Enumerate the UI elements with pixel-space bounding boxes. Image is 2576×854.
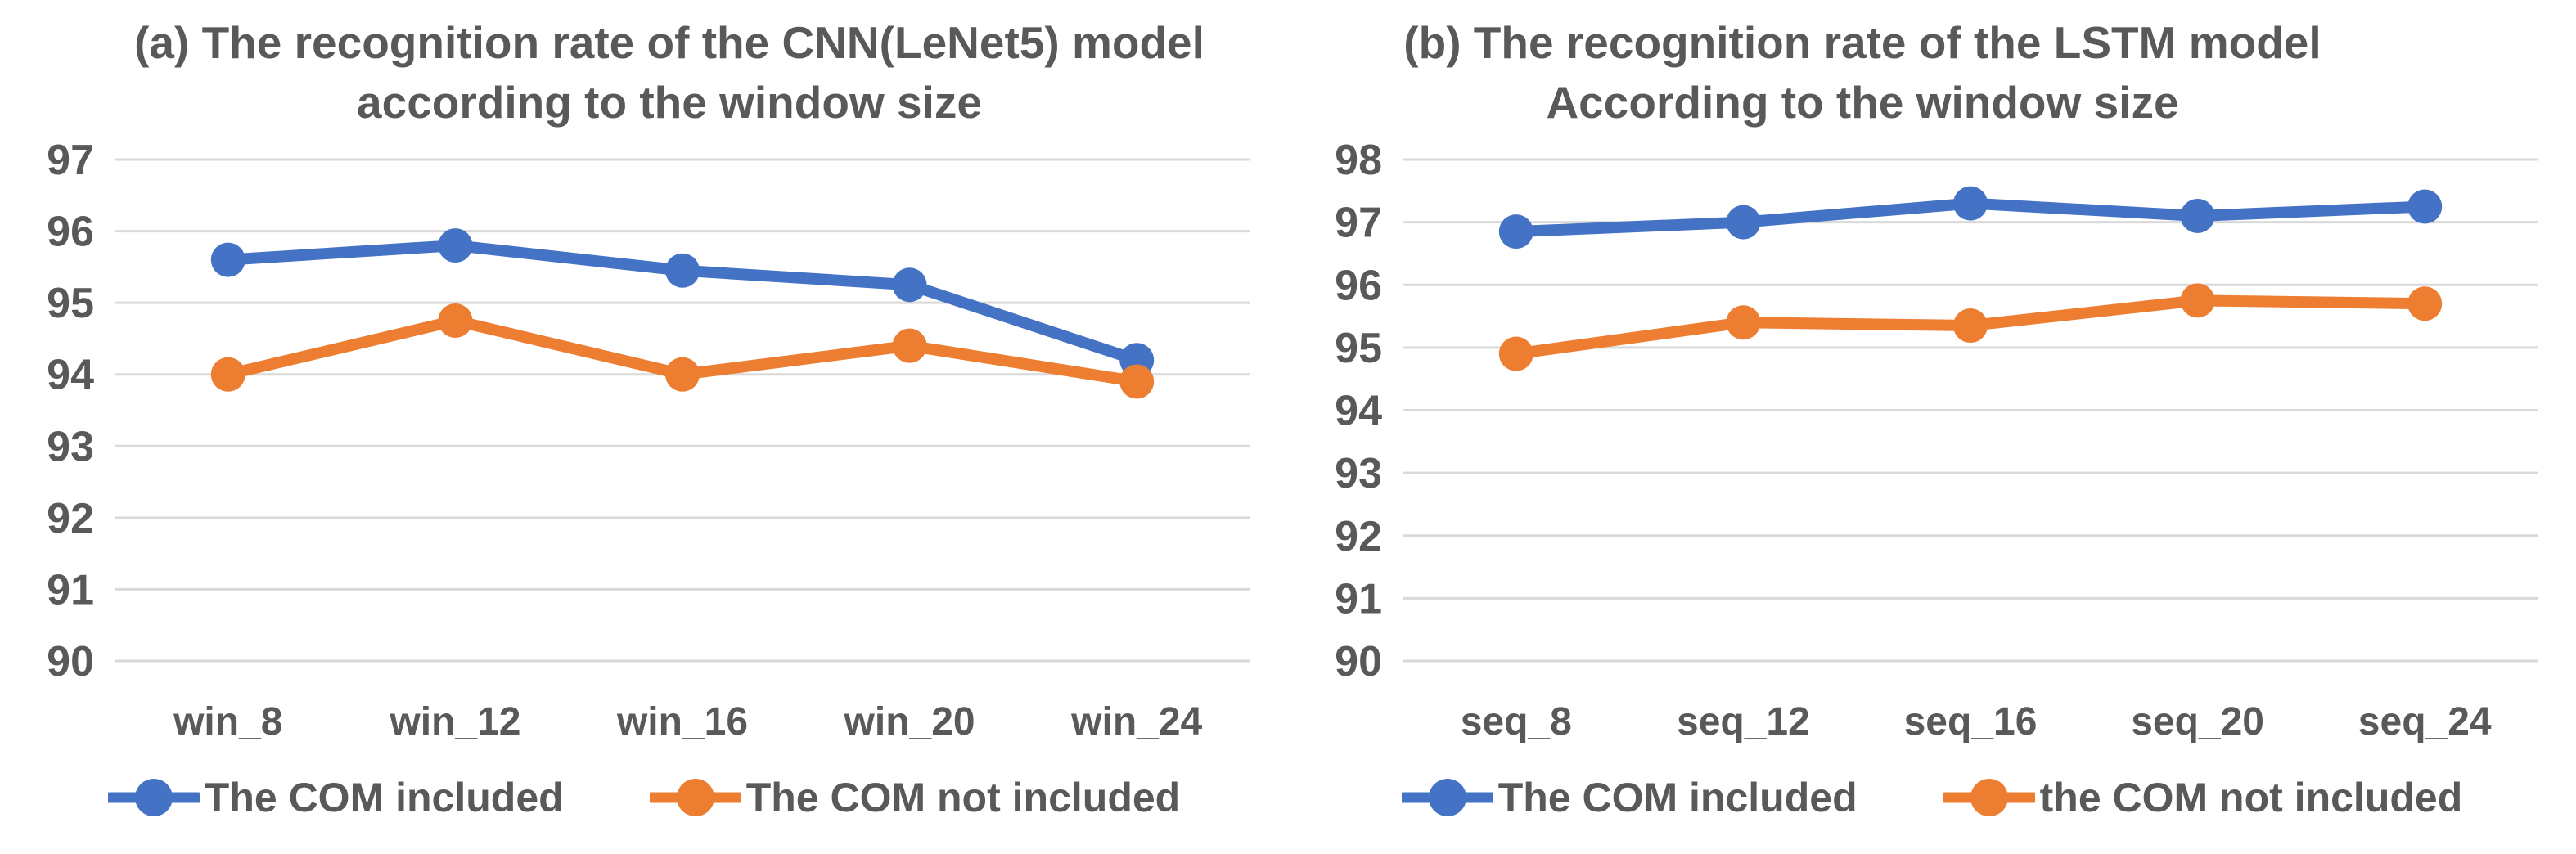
data-point-marker xyxy=(665,253,700,288)
y-axis-tick-label: 97 xyxy=(1335,200,1382,247)
legend-item: The COM included xyxy=(1401,774,1858,821)
chart-title-line2: according to the window size xyxy=(357,77,982,128)
legend-label: The COM not included xyxy=(745,775,1181,820)
y-axis-tick-label: 94 xyxy=(1335,388,1382,435)
data-point-marker xyxy=(2407,189,2443,224)
plot-lstm: 98 97 96 95 94 93 92 91 90 seq_8 seq_12 seq_16 seq_2… xyxy=(1335,137,2538,744)
data-point-marker xyxy=(892,328,927,363)
data-point-marker xyxy=(210,357,245,392)
y-axis-tick-label: 91 xyxy=(1335,575,1382,623)
x-axis-category-label: seq_12 xyxy=(1677,700,1810,744)
plot-cnn: 97 96 95 94 93 92 91 90 win_8 win_12 win_16 win_20 w… xyxy=(47,137,1250,744)
y-axis-tick-label: 93 xyxy=(1335,450,1382,497)
data-point-marker xyxy=(1726,205,1761,240)
chart-panel-lstm: (b) The recognition rate of the LSTM mod… xyxy=(1288,0,2576,854)
x-axis-category-label: win_8 xyxy=(173,700,282,744)
legend-dot-icon xyxy=(1970,779,2008,816)
legend-label: The COM included xyxy=(204,775,564,820)
data-point-marker xyxy=(1498,336,1533,371)
legend-item: The COM included xyxy=(107,774,564,821)
y-axis-tick-label: 96 xyxy=(1335,262,1382,309)
data-point-marker xyxy=(1953,308,1988,344)
y-axis-tick-label: 93 xyxy=(47,423,94,470)
x-axis-category-label: win_16 xyxy=(616,700,748,744)
chart-title-line1: (a) The recognition rate of the CNN(LeNe… xyxy=(134,17,1205,68)
x-axis-category-label: seq_8 xyxy=(1461,700,1572,744)
y-axis-tick-label: 91 xyxy=(47,566,94,614)
data-point-marker xyxy=(665,357,700,392)
legend-dot-icon xyxy=(1428,779,1466,816)
y-axis-tick-label: 90 xyxy=(1335,638,1382,685)
x-axis-category-label: seq_16 xyxy=(1904,700,2038,744)
y-axis-tick-label: 94 xyxy=(47,352,94,399)
legend-item: the COM not included xyxy=(1943,774,2463,821)
data-point-marker xyxy=(2407,286,2443,321)
legend-label: The COM included xyxy=(1497,775,1858,820)
legend-lstm: The COM included the COM not included xyxy=(1288,774,2576,821)
x-axis-category-label: seq_20 xyxy=(2131,700,2264,744)
legend-item: The COM not included xyxy=(649,774,1181,821)
legend-line-marker-icon xyxy=(1943,779,2035,816)
legend-line-marker-icon xyxy=(649,779,741,816)
x-axis-category-label: win_12 xyxy=(389,700,520,744)
chart-title-line2: According to the window size xyxy=(1546,77,2179,128)
data-point-marker xyxy=(1953,186,1988,221)
y-axis-tick-label: 98 xyxy=(1335,137,1382,184)
data-point-marker xyxy=(892,267,927,303)
x-axis-category-label: win_24 xyxy=(1070,700,1202,744)
data-point-marker xyxy=(438,228,473,263)
legend-dot-icon xyxy=(134,779,173,816)
legend-line-marker-icon xyxy=(107,779,200,816)
legend-dot-icon xyxy=(676,779,714,816)
legend-cnn: The COM included The COM not included xyxy=(0,774,1288,821)
legend-line-marker-icon xyxy=(1401,779,1493,816)
y-axis-tick-label: 96 xyxy=(47,209,94,256)
x-axis-category-label: win_20 xyxy=(844,700,975,744)
data-point-marker xyxy=(2180,283,2215,318)
y-axis-tick-label: 97 xyxy=(47,137,94,184)
y-axis-tick-label: 92 xyxy=(47,495,94,542)
data-point-marker xyxy=(210,242,245,277)
data-point-marker xyxy=(1726,305,1761,340)
chart-title-line1: (b) The recognition rate of the LSTM mod… xyxy=(1403,17,2322,68)
data-point-marker xyxy=(1498,214,1533,249)
data-point-marker xyxy=(1119,364,1155,399)
x-axis-category-label: seq_24 xyxy=(2358,700,2492,744)
y-axis-tick-label: 95 xyxy=(47,280,94,327)
legend-label: the COM not included xyxy=(2039,775,2463,820)
data-point-marker xyxy=(438,303,473,339)
chart-title-cnn: (a) The recognition rate of the CNN(LeNe… xyxy=(0,13,1288,133)
y-axis-tick-label: 90 xyxy=(47,638,94,685)
y-axis-tick-label: 95 xyxy=(1335,325,1382,372)
data-point-marker xyxy=(2180,198,2215,233)
chart-title-lstm: (b) The recognition rate of the LSTM mod… xyxy=(1288,13,2576,133)
chart-panel-cnn: (a) The recognition rate of the CNN(LeNe… xyxy=(0,13,1288,821)
y-axis-tick-label: 92 xyxy=(1335,513,1382,560)
